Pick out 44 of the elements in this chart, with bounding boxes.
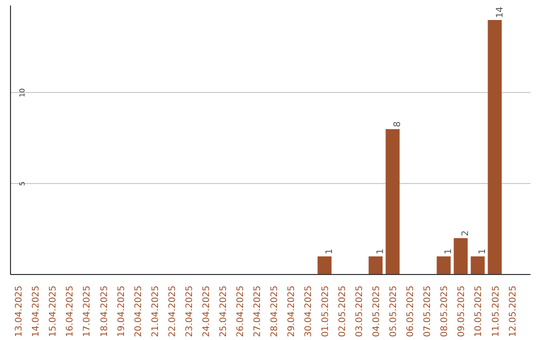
x-tick-label: 23.04.2025 bbox=[184, 286, 195, 338]
x-tick-label: 24.04.2025 bbox=[202, 286, 212, 338]
data-label: 2 bbox=[461, 230, 472, 236]
data-label: 1 bbox=[478, 248, 488, 254]
x-tick-label: 02.05.2025 bbox=[338, 286, 348, 338]
x-tick-label: 29.04.2025 bbox=[287, 286, 297, 338]
bar bbox=[368, 256, 383, 274]
x-tick-label: 01.05.2025 bbox=[321, 286, 332, 338]
x-tick-label: 04.05.2025 bbox=[372, 286, 382, 338]
x-tick-label: 25.04.2025 bbox=[218, 286, 229, 338]
data-label: 1 bbox=[444, 248, 454, 254]
x-tick-label: 05.05.2025 bbox=[389, 286, 400, 338]
x-tick-label: 17.04.2025 bbox=[82, 286, 93, 338]
x-tick-label: 28.04.2025 bbox=[270, 286, 280, 338]
x-tick-label: 18.04.2025 bbox=[100, 286, 110, 338]
x-tick-label: 06.05.2025 bbox=[406, 286, 416, 338]
x-tick-label: 30.04.2025 bbox=[304, 286, 314, 338]
x-tick-label: 26.04.2025 bbox=[236, 286, 246, 338]
x-tick-label: 21.04.2025 bbox=[150, 286, 161, 338]
bar bbox=[470, 256, 485, 274]
data-label: 14 bbox=[495, 6, 506, 18]
x-tick-label: 13.04.2025 bbox=[14, 286, 25, 338]
x-tick-label: 03.05.2025 bbox=[355, 286, 366, 338]
x-tick-label: 14.04.2025 bbox=[32, 286, 42, 338]
bar bbox=[488, 20, 502, 274]
bar bbox=[318, 256, 332, 274]
data-label: 8 bbox=[393, 121, 404, 128]
x-tick-label: 10.05.2025 bbox=[474, 286, 484, 338]
x-tick-label: 20.04.2025 bbox=[134, 286, 144, 338]
bar bbox=[454, 238, 468, 274]
x-tick-label: 11.05.2025 bbox=[491, 286, 502, 338]
x-tick-label: 27.04.2025 bbox=[252, 286, 263, 338]
bar bbox=[386, 129, 400, 274]
x-tick-label: 12.05.2025 bbox=[508, 286, 518, 338]
x-tick-label: 15.04.2025 bbox=[48, 286, 59, 338]
data-label: 1 bbox=[325, 248, 336, 254]
bar bbox=[436, 256, 451, 274]
x-tick-label: 16.04.2025 bbox=[66, 286, 76, 338]
x-tick-label: 07.05.2025 bbox=[423, 286, 434, 338]
x-tick-label: 22.04.2025 bbox=[168, 286, 178, 338]
x-tick-label: 08.05.2025 bbox=[440, 286, 450, 338]
x-tick-label: 09.05.2025 bbox=[457, 286, 468, 338]
data-label: 1 bbox=[376, 248, 386, 254]
x-tick-label: 19.04.2025 bbox=[116, 286, 127, 338]
